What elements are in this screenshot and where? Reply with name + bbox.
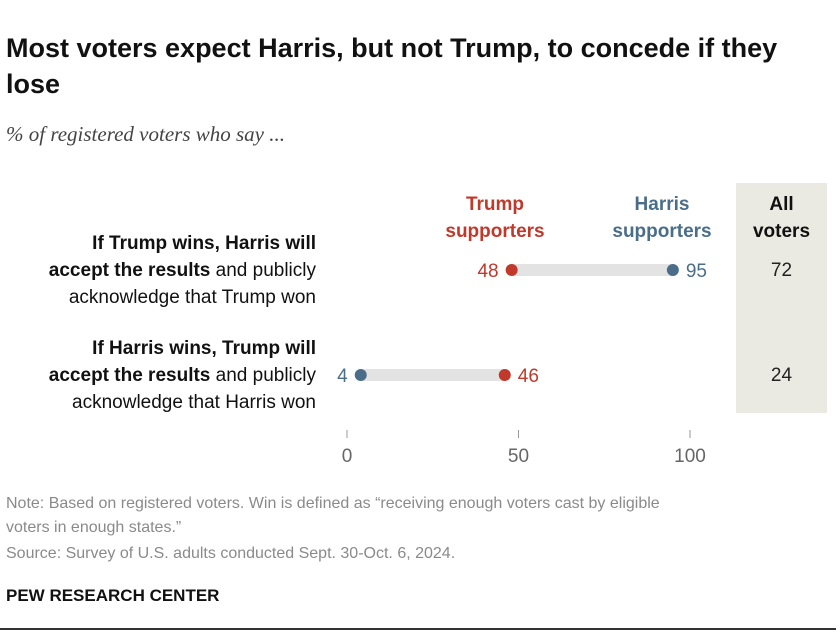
dot-harris-1 bbox=[666, 264, 679, 276]
x-tick-label-1: 50 bbox=[508, 446, 529, 467]
row-label-2-rest2: and publicly bbox=[210, 365, 316, 386]
dot-trump-1 bbox=[505, 264, 518, 276]
brand-logo-text: PEW RESEARCH CENTER bbox=[6, 586, 220, 605]
x-tick-label-2: 100 bbox=[674, 446, 706, 467]
row-label-1-line3: acknowledge that Trump won bbox=[68, 287, 316, 308]
legend-trump-line1: Trump bbox=[465, 194, 525, 215]
legend-trump-supporters: Trump supporters bbox=[430, 191, 560, 245]
all-voters-value-1: 72 bbox=[770, 260, 793, 281]
legend-harris-line2: supporters bbox=[612, 221, 712, 242]
all-voters-line1: All bbox=[769, 194, 794, 215]
all-voters-value-2: 24 bbox=[770, 365, 793, 386]
dot-harris-2 bbox=[354, 369, 367, 381]
row-label-1-rest2: and publicly bbox=[210, 260, 316, 281]
label-trump-1: 48 bbox=[477, 261, 498, 282]
chart-subtitle: % of registered voters who say ... bbox=[6, 122, 285, 146]
chart-title: Most voters expect Harris, but not Trump… bbox=[6, 33, 778, 99]
row-label-2-line3: acknowledge that Harris won bbox=[72, 392, 316, 413]
label-trump-2: 46 bbox=[518, 366, 539, 387]
row-label-2: If Harris wins, Trump will accept the re… bbox=[49, 335, 316, 416]
source-note: Source: Survey of U.S. adults conducted … bbox=[6, 545, 456, 562]
bottom-rule bbox=[0, 628, 836, 630]
label-harris-2: 4 bbox=[337, 366, 348, 387]
label-harris-1: 95 bbox=[686, 261, 707, 282]
x-tick-label-0: 0 bbox=[342, 446, 353, 467]
legend-harris-supporters: Harris supporters bbox=[597, 191, 727, 245]
all-voters-line2: voters bbox=[752, 221, 811, 242]
all-voters-column-background bbox=[736, 183, 827, 413]
all-voters-header: All voters bbox=[736, 191, 827, 245]
dot-plot: 48 95 46 4 0 50 100 bbox=[337, 261, 707, 467]
row-label-1-bold2: accept the results bbox=[48, 260, 211, 281]
row-label-2-bold1: If Harris wins, Trump will bbox=[92, 338, 316, 359]
row-label-1: If Trump wins, Harris will accept the re… bbox=[49, 230, 316, 311]
row-label-2-bold2: accept the results bbox=[48, 365, 211, 386]
dot-trump-2 bbox=[498, 369, 511, 381]
footnote: Note: Based on registered voters. Win is… bbox=[6, 492, 832, 540]
legend-harris-line1: Harris bbox=[634, 194, 690, 215]
legend-trump-line2: supporters bbox=[445, 221, 545, 242]
footnote-line2: voters in enough states.” bbox=[6, 519, 182, 536]
footnote-line1: Note: Based on registered voters. Win is… bbox=[6, 495, 660, 512]
row-label-1-bold1: If Trump wins, Harris will bbox=[92, 233, 316, 254]
